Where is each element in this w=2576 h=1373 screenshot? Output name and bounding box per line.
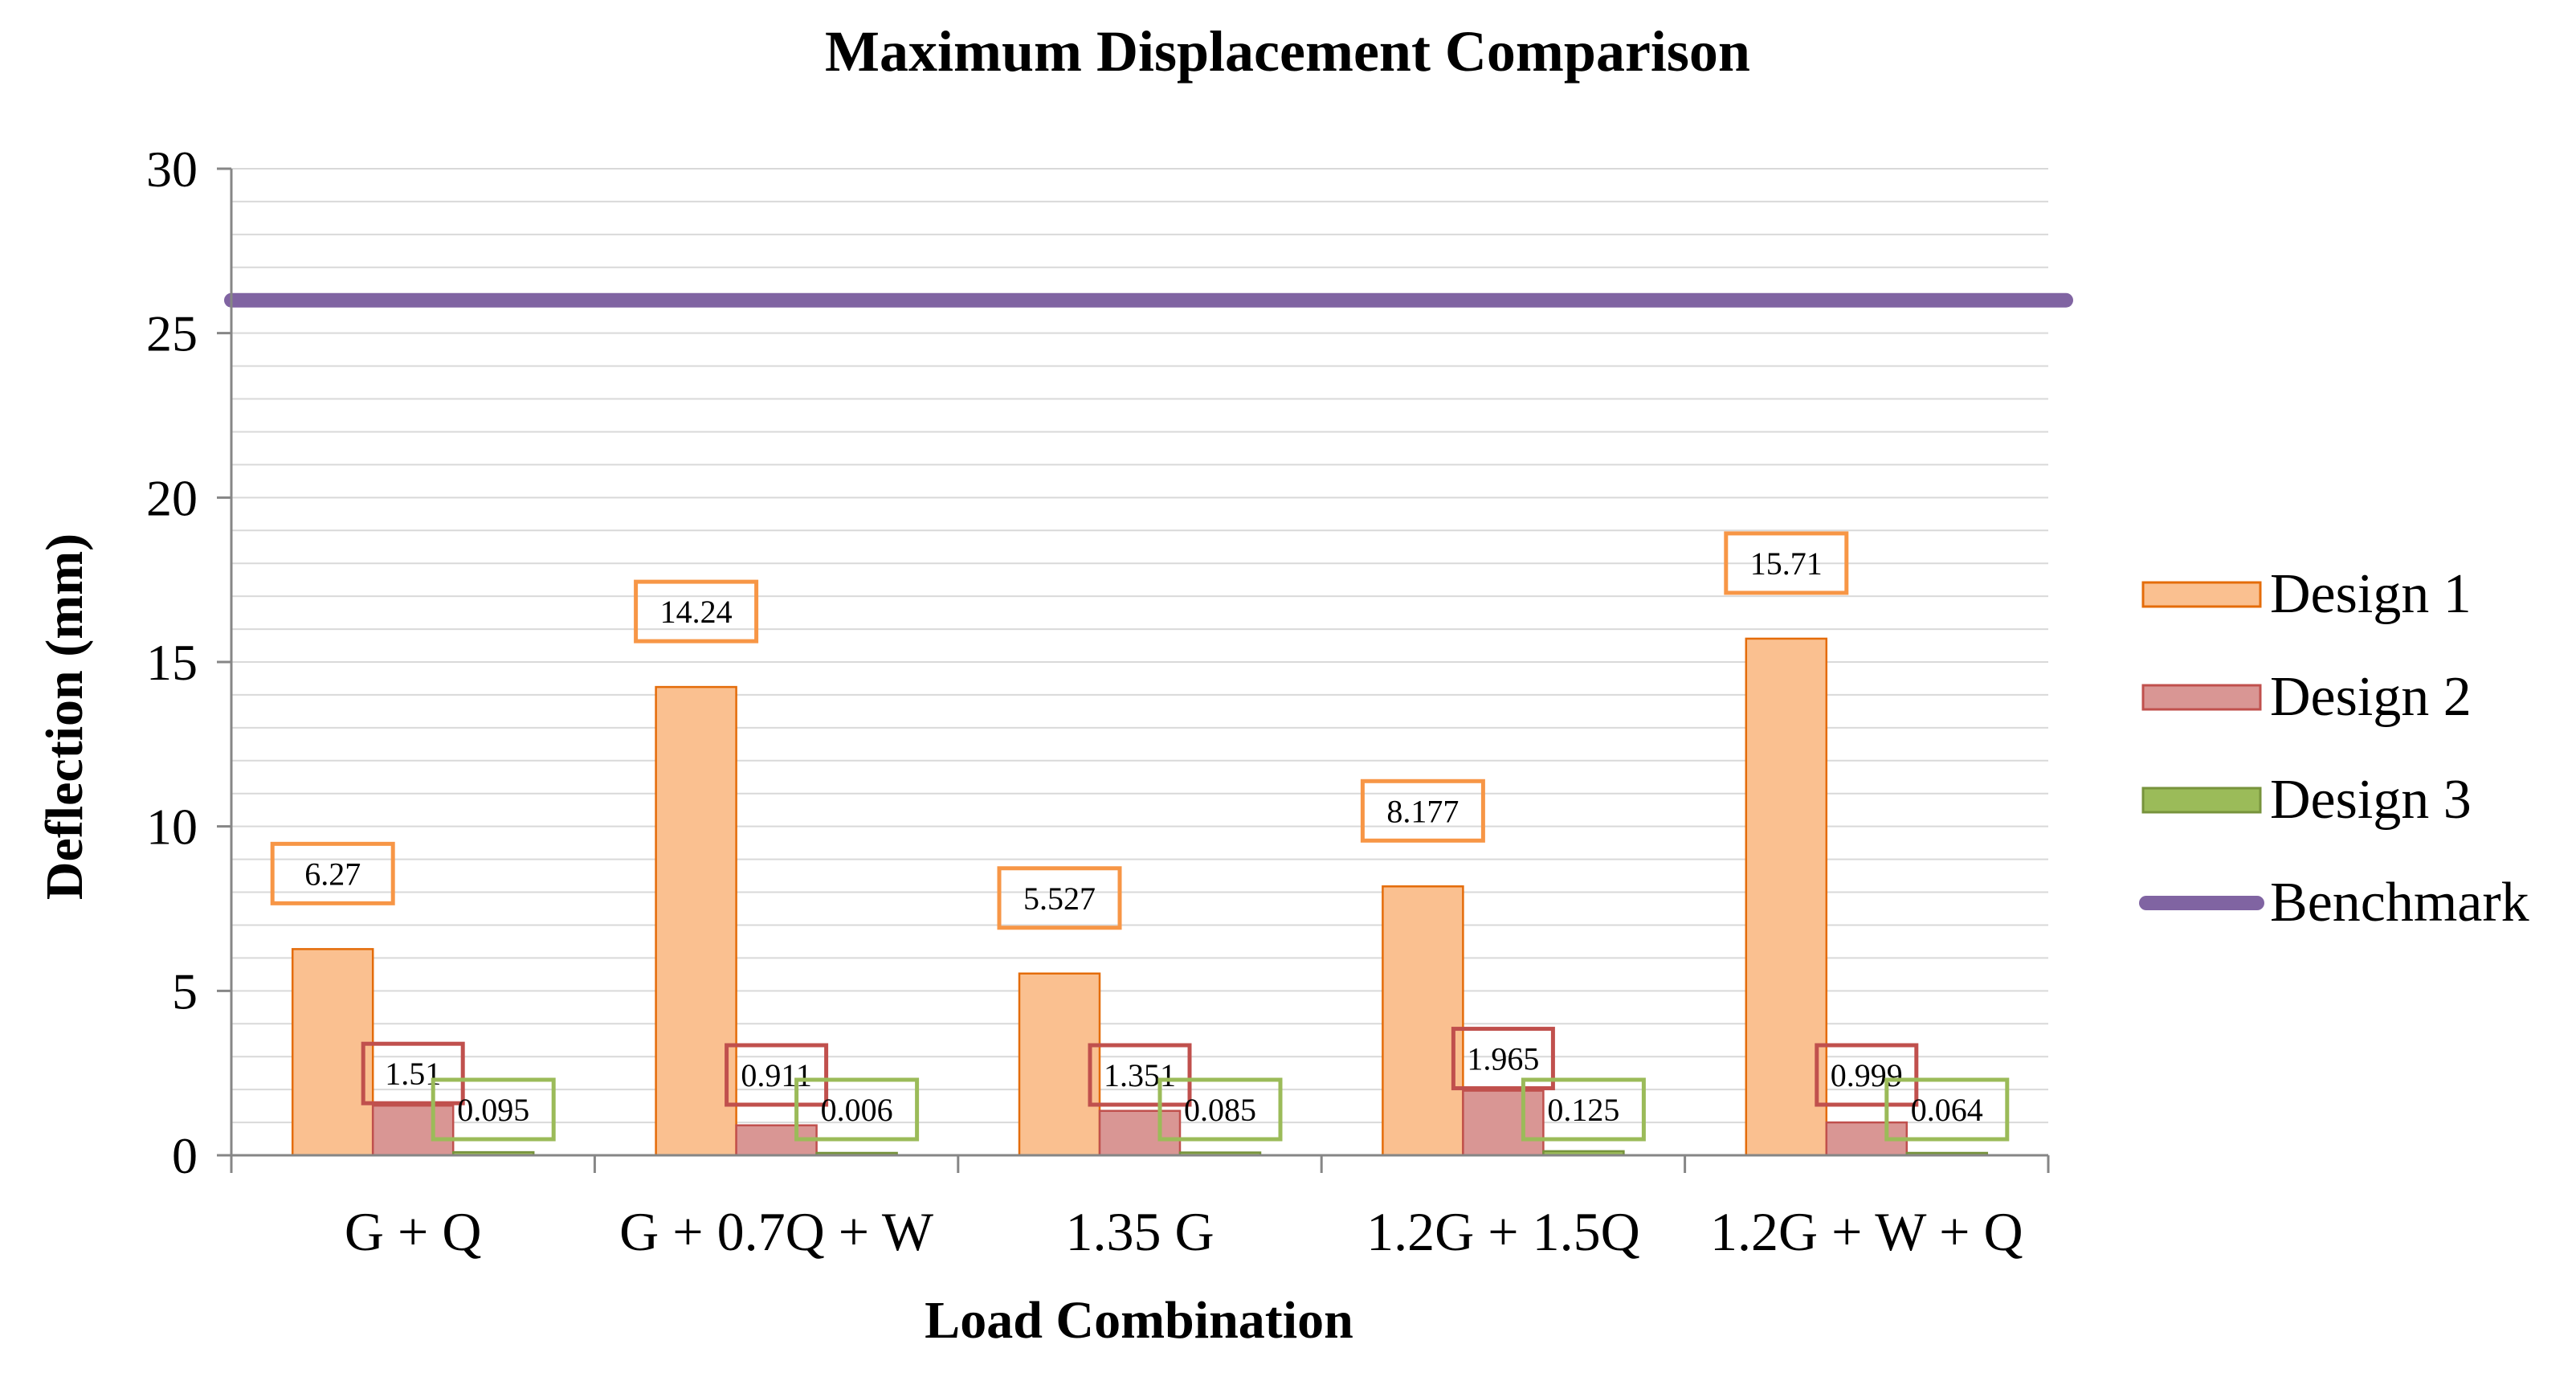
x-tick-label: G + Q [345, 1201, 482, 1262]
legend-label: Design 1 [2270, 563, 2472, 625]
data-label-box [1521, 1077, 1646, 1142]
data-label-box [1157, 1077, 1283, 1142]
data-label: 0.095 [457, 1092, 529, 1128]
y-tick-label: 20 [146, 469, 198, 526]
bars [291, 637, 1989, 1157]
legend-swatch-design-1 [2141, 581, 2262, 608]
y-tick-label: 25 [146, 305, 198, 362]
data-label: 0.999 [1831, 1057, 1903, 1093]
x-tick-label: 1.2G + W + Q [1710, 1201, 2023, 1262]
data-label-box [1088, 1043, 1192, 1107]
data-label: 1.965 [1467, 1041, 1539, 1077]
x-axis-title: Load Combination [925, 1291, 1353, 1350]
data-label-box [1360, 778, 1485, 843]
data-label-box [794, 1077, 920, 1142]
x-tick-label: 1.2G + 1.5Q [1366, 1201, 1640, 1262]
bar [655, 685, 737, 1157]
bar [291, 948, 374, 1157]
x-tick-label: G + 0.7Q + W [619, 1201, 934, 1262]
data-label-box [1884, 1077, 2010, 1142]
legend-label: Benchmark [2270, 872, 2529, 934]
bar [1382, 885, 1464, 1157]
data-label: 0.006 [821, 1092, 893, 1128]
data-label: 8.177 [1386, 793, 1459, 829]
bar [371, 1104, 455, 1157]
legend-label: Design 3 [2270, 769, 2472, 831]
data-label: 14.24 [660, 594, 733, 630]
data-label-box [1724, 531, 1849, 595]
bar [1098, 1109, 1182, 1157]
data-label: 15.71 [1750, 546, 1823, 582]
legend-swatch-design-3 [2141, 787, 2262, 814]
bar [1462, 1089, 1545, 1157]
y-tick-label: 5 [172, 962, 198, 1020]
data-label-box [431, 1077, 556, 1142]
data-label: 0.085 [1184, 1092, 1256, 1128]
axes: 0 5 10 15 20 25 30 G + Q G + 0.7Q + W 1.35 G 1.2G … [146, 141, 2050, 1262]
data-label: 0.125 [1547, 1092, 1619, 1128]
y-tick-label: 30 [146, 141, 198, 198]
y-tick-label: 10 [146, 799, 198, 856]
data-label: 1.351 [1104, 1057, 1176, 1093]
legend-label: Design 2 [2270, 666, 2472, 728]
legend: Design 1 Design 2 Design 3 Benchmark [2139, 563, 2529, 934]
data-label-box [725, 1043, 829, 1107]
data-label-box [361, 1041, 465, 1105]
data-label: 5.527 [1023, 881, 1096, 917]
x-tick-label: 1.35 G [1065, 1201, 1214, 1262]
bar [1745, 637, 1828, 1157]
data-label-box [634, 579, 759, 644]
bar [1018, 972, 1101, 1157]
data-label-box [1815, 1043, 1919, 1107]
y-axis-title: Deflection (mm) [35, 533, 94, 900]
data-label: 6.27 [304, 856, 361, 892]
data-label: 0.911 [741, 1057, 812, 1093]
data-label: 0.064 [1911, 1092, 1983, 1128]
chart-title: Maximum Displacement Comparison [825, 19, 1750, 84]
y-tick-label: 0 [172, 1127, 198, 1184]
y-tick-label: 15 [146, 634, 198, 691]
data-label-box [997, 866, 1122, 930]
legend-swatch-design-2 [2141, 684, 2262, 711]
data-label-box [1451, 1027, 1555, 1091]
data-label-box [270, 841, 395, 905]
